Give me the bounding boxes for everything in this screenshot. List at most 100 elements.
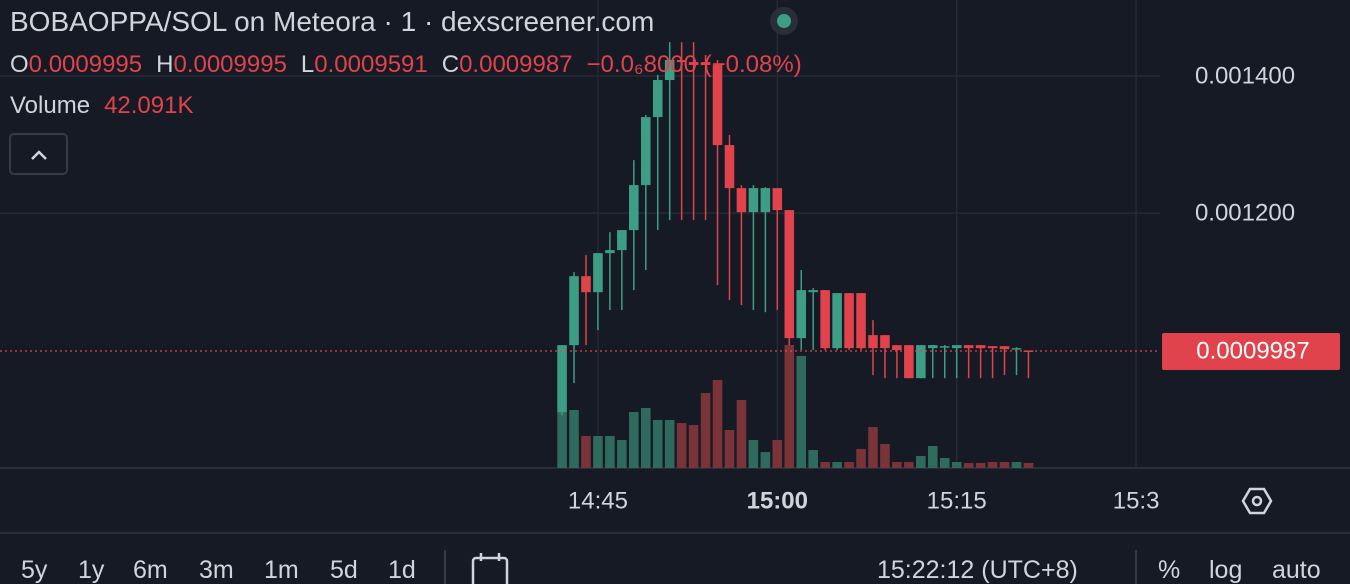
volume-bar [1011,462,1022,468]
range-button[interactable]: 5d [330,556,358,584]
volume-bar [569,410,579,468]
candle-body [796,290,807,339]
volume-bar [736,400,747,468]
candle-body [736,188,747,213]
volume-bar [664,420,675,468]
volume-bar [652,420,663,468]
candle-body [557,345,567,413]
volume-bar [832,462,842,468]
candle-body [617,230,627,251]
candle-body [629,185,639,231]
candle-body [712,65,723,146]
candle-body [868,335,878,349]
volume-bar [724,430,735,468]
x-tick-label: 15:3 [1113,487,1160,514]
volume-bar [676,422,687,468]
clock: 15:22:12 (UTC+8) [877,556,1078,584]
ohlc-name: C [441,51,460,78]
option-button[interactable]: auto [1272,556,1321,584]
candle-body [664,60,675,81]
range-button[interactable]: 1y [78,556,105,584]
candle-body [772,188,783,211]
volume-bar [796,355,807,468]
volume-bar [856,448,866,468]
volume-bar [557,412,567,468]
candle-body [844,293,854,349]
candle-body [975,345,986,349]
candle-body [640,117,651,186]
volume-bar [868,427,878,468]
range-button[interactable]: 3m [199,556,234,584]
range-button[interactable]: 5y [21,556,48,584]
candle-body [760,188,771,213]
candle-body [856,293,866,349]
candle-body [951,345,962,349]
volume-bar [963,462,974,468]
candle-body [1023,350,1034,352]
volume-bar [808,450,818,468]
ohlc-item: H0.0009995 [156,51,287,79]
ohlc-item: O0.0009995 [10,51,142,79]
volume-bar [951,462,962,468]
candle-body [676,60,687,63]
volume-bar [939,457,950,468]
option-button[interactable]: % [1158,556,1181,584]
ohlc-value: 0.0009995 [173,51,287,78]
volume-bar [712,380,723,468]
candle-body [700,62,711,66]
ohlc-item: L0.0009591 [301,51,428,79]
ohlc-item: C0.0009987 [442,51,573,79]
range-button[interactable]: 6m [133,556,168,584]
volume-bar [892,462,902,468]
settings-button[interactable] [1241,487,1273,515]
ohlc-value: 0.0009591 [314,51,428,78]
volume-bar [629,412,639,468]
candle-body [724,145,735,189]
candle-body [987,346,998,349]
volume-bar [688,425,699,468]
candle-body [605,250,615,254]
volume-bar [916,455,926,468]
candle-body [892,345,902,351]
volume-bar [784,345,795,468]
option-button[interactable]: log [1209,556,1243,584]
ohlc-name: L [300,51,315,78]
volume-bar [748,440,759,468]
candle-body [904,345,914,379]
ohlc-value: 0.0009995 [28,51,143,78]
candle-body [999,346,1010,350]
volume-bar [581,435,591,468]
ohlc-value: 0.0009987 [459,51,573,78]
volume-bar [605,435,615,468]
last-price-tag [1162,333,1340,371]
range-button[interactable]: 1d [388,556,416,584]
volume-bar [617,440,627,468]
volume-bar [700,392,711,468]
collapse-button[interactable] [9,133,68,175]
status-dot [777,14,791,28]
candle-body [880,335,890,349]
candle-body [939,346,950,348]
candle-body [963,345,974,349]
volume-name: Volume [10,92,91,119]
volume-bar [640,407,651,468]
candle-body [593,253,603,293]
ohlc-legend: O0.0009995 H0.0009995 L0.0009591 C0.0009987… [10,51,802,79]
volume-bar [820,462,830,468]
candle-body [581,276,591,293]
volume-bar [772,440,783,468]
calendar-button[interactable] [471,556,509,584]
candle-body [820,290,830,349]
plot [0,0,1160,468]
candle-body [748,188,759,213]
last-price-label: 0.0009987 [1196,337,1309,364]
volume-bar [987,462,998,468]
candle-body [569,276,579,346]
x-tick-label: 15:15 [927,487,987,514]
x-tick-label: 14:45 [568,487,628,514]
range-button[interactable]: 1m [264,556,299,584]
volume-bar [999,462,1010,468]
candle-body [808,290,818,293]
